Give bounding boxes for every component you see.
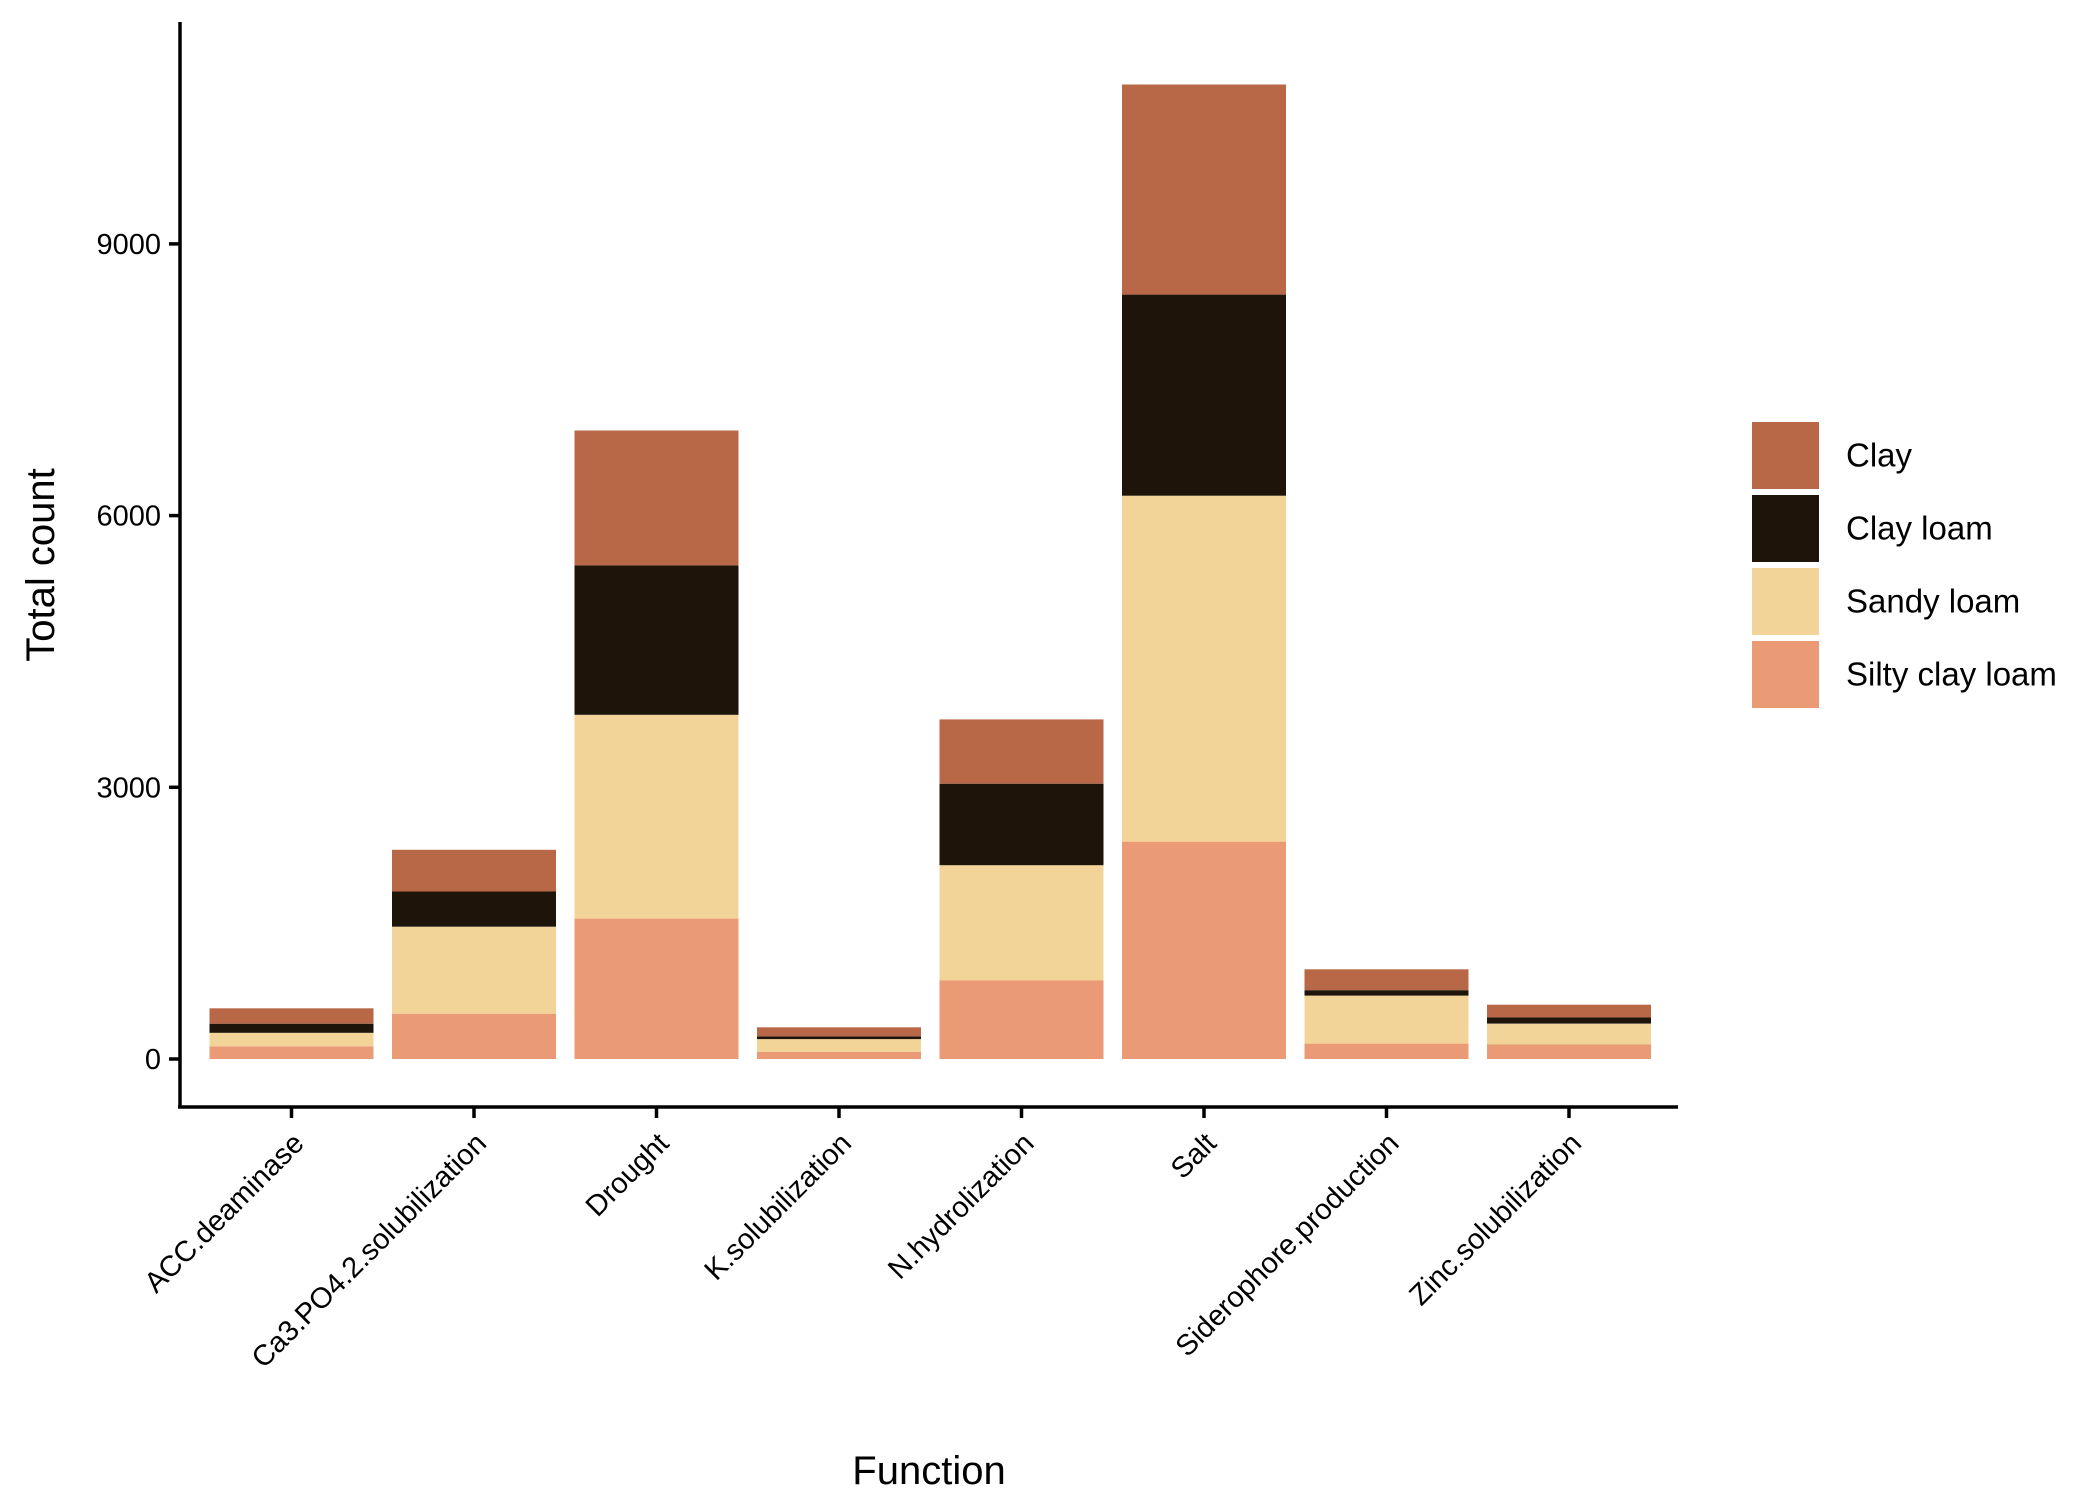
bar-drought-clay [574,430,739,566]
bar-ca3-po4-2-solubilization-clay [392,849,556,892]
bar-k-solubilization-clay-loam [757,1036,921,1040]
legend-key-silty-clay-loam [1752,641,1819,708]
bar-ca3-po4-2-solubilization-sandy-loam [392,926,556,1014]
x-tick-label: Drought [580,1127,676,1223]
bar-n-hydrolization-silty-clay-loam [939,980,1104,1059]
y-ticks: 0 3000 6000 9000 [96,229,180,1076]
legend-key-clay-loam [1752,495,1819,562]
y-tick-label: 0 [145,1044,161,1076]
x-tick-label: Salt [1165,1127,1223,1185]
x-tick-label: Zinc.solubilization [1403,1127,1587,1311]
bar-acc-deaminase-silty-clay-loam [209,1046,374,1059]
bar-salt-clay [1122,84,1286,295]
axes-layer [178,22,1678,1109]
legend-label-clay-loam: Clay loam [1846,510,1993,547]
y-axis-title: Total count [19,468,63,661]
bar-k-solubilization-silty-clay-loam [757,1051,921,1059]
bar-salt-clay-loam [1122,294,1286,496]
legend-label-sandy-loam: Sandy loam [1846,583,2020,620]
bar-siderophore-production-sandy-loam [1304,995,1469,1044]
bars-layer [209,84,1651,1059]
bar-ca3-po4-2-solubilization-clay-loam [392,891,556,927]
bar-zinc-solubilization-clay-loam [1487,1017,1651,1024]
y-tick-label: 3000 [96,772,161,804]
legend-key-sandy-loam [1752,568,1819,635]
x-tick-label: ACC.deaminase [139,1127,311,1299]
bar-n-hydrolization-clay [939,719,1104,784]
x-tick-label: N.hydrolization [882,1127,1040,1285]
bar-salt-silty-clay-loam [1122,841,1286,1059]
bar-k-solubilization-clay [757,1027,921,1037]
y-tick-label: 9000 [96,229,161,261]
legend-label-silty-clay-loam: Silty clay loam [1846,656,2057,693]
legend: Clay Clay loam Sandy loam Silty clay loam [1752,422,2057,708]
bar-n-hydrolization-sandy-loam [939,865,1104,981]
bar-drought-sandy-loam [574,714,739,919]
bar-n-hydrolization-clay-loam [939,783,1104,866]
bar-acc-deaminase-clay-loam [209,1023,374,1033]
bar-zinc-solubilization-clay [1487,1004,1651,1018]
bar-zinc-solubilization-silty-clay-loam [1487,1044,1651,1059]
bar-acc-deaminase-sandy-loam [209,1032,374,1047]
y-tick-label: 6000 [96,501,161,533]
bar-siderophore-production-silty-clay-loam [1304,1043,1469,1059]
x-axis-title: Function [852,1449,1005,1493]
bar-salt-sandy-loam [1122,495,1286,842]
bar-drought-clay-loam [574,565,739,715]
bar-k-solubilization-sandy-loam [757,1039,921,1052]
bar-drought-silty-clay-loam [574,918,739,1059]
bar-siderophore-production-clay [1304,969,1469,991]
bar-zinc-solubilization-sandy-loam [1487,1023,1651,1045]
legend-key-clay [1752,422,1819,489]
legend-label-clay: Clay [1846,437,1913,474]
bar-siderophore-production-clay-loam [1304,990,1469,996]
x-tick-label: K.solubilization [699,1127,858,1286]
bar-ca3-po4-2-solubilization-silty-clay-loam [392,1013,556,1059]
bar-acc-deaminase-clay [209,1008,374,1024]
